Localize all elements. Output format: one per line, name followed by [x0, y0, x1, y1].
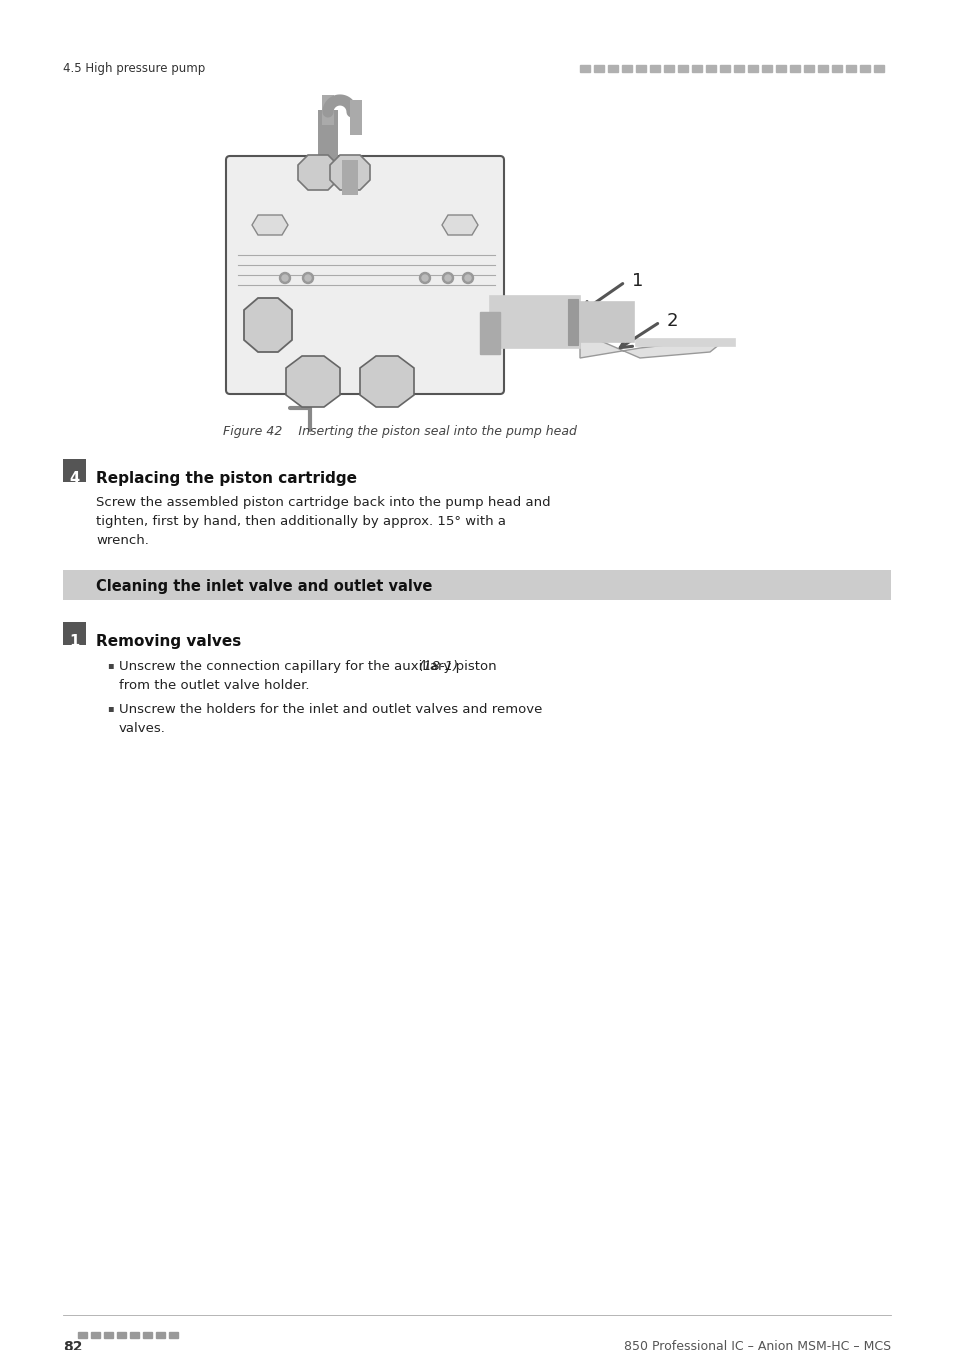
Circle shape: [279, 273, 291, 284]
Bar: [91, 1332, 100, 1338]
Bar: [859, 65, 869, 72]
Text: 850 Professional IC – Anion MSM-HC – MCS: 850 Professional IC – Anion MSM-HC – MCS: [623, 1341, 890, 1350]
Polygon shape: [286, 356, 339, 406]
Circle shape: [442, 273, 453, 284]
Bar: [733, 65, 743, 72]
Text: Removing valves: Removing valves: [96, 634, 241, 649]
Circle shape: [421, 275, 428, 281]
Text: Unscrew the connection capillary for the auxiliary piston: Unscrew the connection capillary for the…: [119, 660, 500, 674]
Bar: [143, 1332, 152, 1338]
Circle shape: [305, 275, 311, 281]
Bar: [678, 65, 687, 72]
Bar: [117, 1332, 126, 1338]
Polygon shape: [441, 215, 477, 235]
Bar: [341, 161, 357, 194]
Bar: [817, 65, 827, 72]
Polygon shape: [330, 155, 370, 190]
Bar: [317, 109, 337, 176]
Text: 1: 1: [631, 271, 642, 290]
Bar: [831, 65, 841, 72]
Bar: [479, 312, 499, 354]
Bar: [621, 65, 631, 72]
Text: 1: 1: [70, 634, 79, 649]
Bar: [607, 65, 618, 72]
Bar: [747, 65, 758, 72]
Bar: [169, 1332, 178, 1338]
Text: Unscrew the holders for the inlet and outlet valves and remove: Unscrew the holders for the inlet and ou…: [119, 703, 542, 716]
Bar: [156, 1332, 165, 1338]
Text: ▪: ▪: [107, 660, 113, 670]
Polygon shape: [244, 298, 292, 352]
Polygon shape: [297, 155, 337, 190]
Text: Figure 42    Inserting the piston seal into the pump head: Figure 42 Inserting the piston seal into…: [223, 425, 577, 437]
Text: ▪: ▪: [107, 703, 113, 713]
Circle shape: [464, 275, 471, 281]
FancyBboxPatch shape: [226, 157, 503, 394]
Polygon shape: [252, 215, 288, 235]
Bar: [104, 1332, 112, 1338]
Text: Replacing the piston cartridge: Replacing the piston cartridge: [96, 471, 356, 486]
Bar: [579, 65, 589, 72]
Text: 82: 82: [63, 1341, 82, 1350]
Text: wrench.: wrench.: [96, 535, 149, 547]
Text: from the outlet valve holder.: from the outlet valve holder.: [119, 679, 309, 693]
Circle shape: [282, 275, 288, 281]
Bar: [594, 65, 603, 72]
Bar: [789, 65, 800, 72]
Polygon shape: [359, 356, 414, 406]
Circle shape: [302, 273, 314, 284]
Text: 4: 4: [70, 471, 79, 486]
Text: Screw the assembled piston cartridge back into the pump head and: Screw the assembled piston cartridge bac…: [96, 495, 550, 509]
Text: Cleaning the inlet valve and outlet valve: Cleaning the inlet valve and outlet valv…: [96, 579, 432, 594]
Text: (18-1): (18-1): [419, 660, 459, 674]
Bar: [63, 459, 86, 482]
Bar: [705, 65, 716, 72]
Bar: [663, 65, 673, 72]
Bar: [649, 65, 659, 72]
Bar: [490, 296, 579, 348]
Bar: [720, 65, 729, 72]
Bar: [635, 338, 734, 346]
Text: 4.5 High pressure pump: 4.5 High pressure pump: [63, 62, 205, 76]
Bar: [761, 65, 771, 72]
Bar: [78, 1332, 87, 1338]
Text: valves.: valves.: [119, 722, 166, 734]
Circle shape: [444, 275, 451, 281]
Text: 2: 2: [666, 312, 678, 329]
Bar: [803, 65, 813, 72]
Bar: [63, 622, 86, 645]
Circle shape: [419, 273, 430, 284]
Bar: [636, 65, 645, 72]
Bar: [691, 65, 701, 72]
Polygon shape: [579, 332, 720, 358]
Bar: [63, 570, 890, 599]
Circle shape: [462, 273, 473, 284]
Bar: [873, 65, 883, 72]
Text: tighten, first by hand, then additionally by approx. 15° with a: tighten, first by hand, then additionall…: [96, 514, 505, 528]
Bar: [775, 65, 785, 72]
Bar: [322, 95, 334, 126]
Bar: [350, 100, 361, 135]
Bar: [567, 298, 578, 346]
Bar: [845, 65, 855, 72]
Bar: [130, 1332, 139, 1338]
Bar: [572, 302, 634, 342]
